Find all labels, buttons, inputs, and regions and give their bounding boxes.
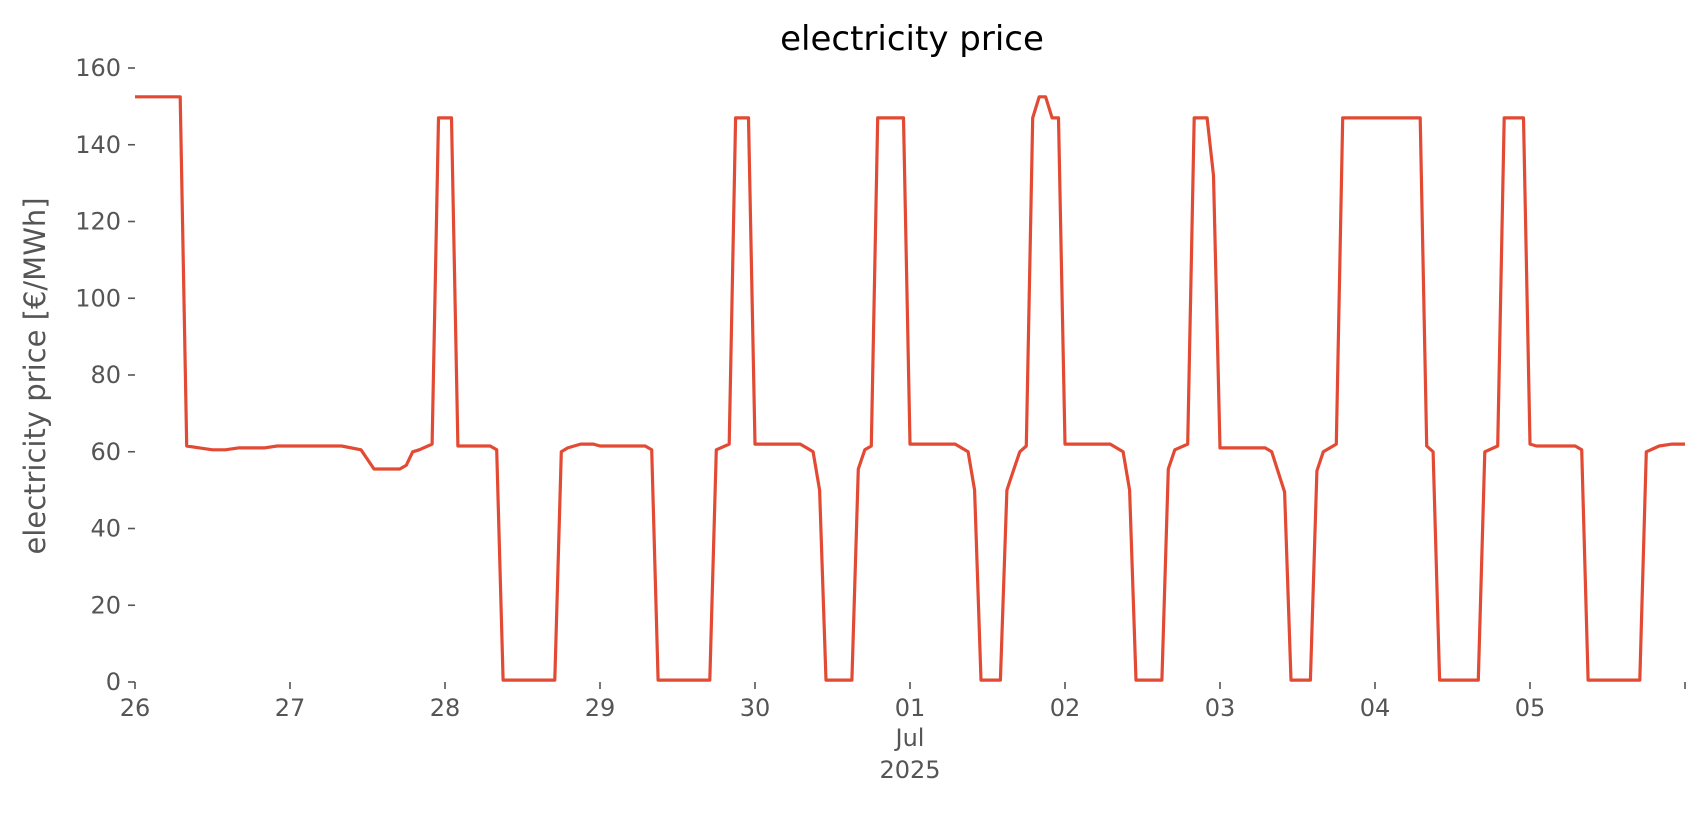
x-tick-label: 05 (1515, 694, 1546, 722)
y-axis: 0 20 40 60 80 100 120 140 160 (75, 54, 135, 696)
x-tick-label: 02 (1050, 694, 1081, 722)
y-tick-label: 60 (90, 438, 121, 466)
x-tick-label: 29 (585, 694, 616, 722)
series-layer (135, 95, 1685, 682)
x-tick-label: 26 (120, 694, 151, 722)
price-series-line (135, 95, 1685, 682)
x-year-label: 2025 (879, 756, 940, 784)
y-tick-label: 20 (90, 591, 121, 619)
x-tick-label: 04 (1360, 694, 1391, 722)
y-tick-label: 160 (75, 54, 121, 82)
x-month-label: Jul (894, 724, 925, 752)
y-tick-label: 80 (90, 361, 121, 389)
x-axis: 26 27 28 29 30 01 02 03 04 05 Jul 2025 (120, 682, 1686, 784)
x-tick-label: 28 (430, 694, 461, 722)
x-tick-label: 30 (740, 694, 771, 722)
y-tick-label: 120 (75, 208, 121, 236)
y-tick-label: 40 (90, 515, 121, 543)
y-tick-label: 0 (106, 668, 121, 696)
x-tick-label: 03 (1205, 694, 1236, 722)
chart-title: electricity price (780, 19, 1044, 59)
x-tick-label: 27 (275, 694, 306, 722)
x-tick-label: 01 (895, 694, 926, 722)
y-axis-title: electricity price [€/MWh] (18, 197, 52, 554)
y-tick-label: 140 (75, 131, 121, 159)
y-tick-label: 100 (75, 284, 121, 312)
